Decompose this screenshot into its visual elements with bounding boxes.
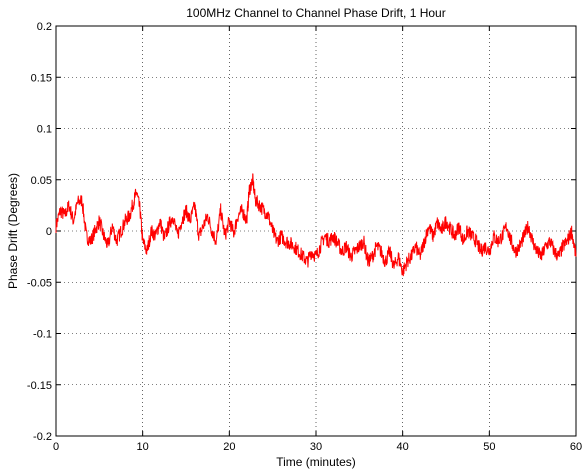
x-tick-label: 10	[137, 441, 149, 453]
axis-ticks: 0 10 20 30 40 50 60 0.2 0.15 0.1 0.05 0 -0.05 -0.1 -0.…	[27, 21, 582, 453]
y-tick-label: 0	[46, 226, 52, 238]
y-tick-label: -0.15	[27, 380, 52, 392]
x-tick-label: 0	[53, 441, 59, 453]
y-tick-label: 0.2	[37, 21, 52, 33]
y-tick-label: -0.2	[33, 431, 52, 443]
y-tick-label: -0.1	[33, 329, 52, 341]
y-tick-label: 0.1	[37, 124, 52, 136]
x-tick-label: 60	[570, 441, 582, 453]
y-axis-label: Phase Drift (Degrees)	[6, 173, 20, 289]
x-tick-label: 30	[310, 441, 322, 453]
y-tick-label: -0.05	[27, 277, 52, 289]
grid-lines	[56, 26, 576, 436]
phase-drift-series-line	[55, 173, 577, 277]
x-tick-label: 20	[223, 441, 235, 453]
x-tick-label: 40	[397, 441, 409, 453]
y-tick-label: 0.05	[31, 175, 52, 187]
x-axis-label: Time (minutes)	[276, 455, 356, 469]
x-tick-label: 50	[483, 441, 495, 453]
y-tick-label: 0.15	[31, 72, 52, 84]
chart-title: 100MHz Channel to Channel Phase Drift, 1…	[186, 6, 445, 20]
